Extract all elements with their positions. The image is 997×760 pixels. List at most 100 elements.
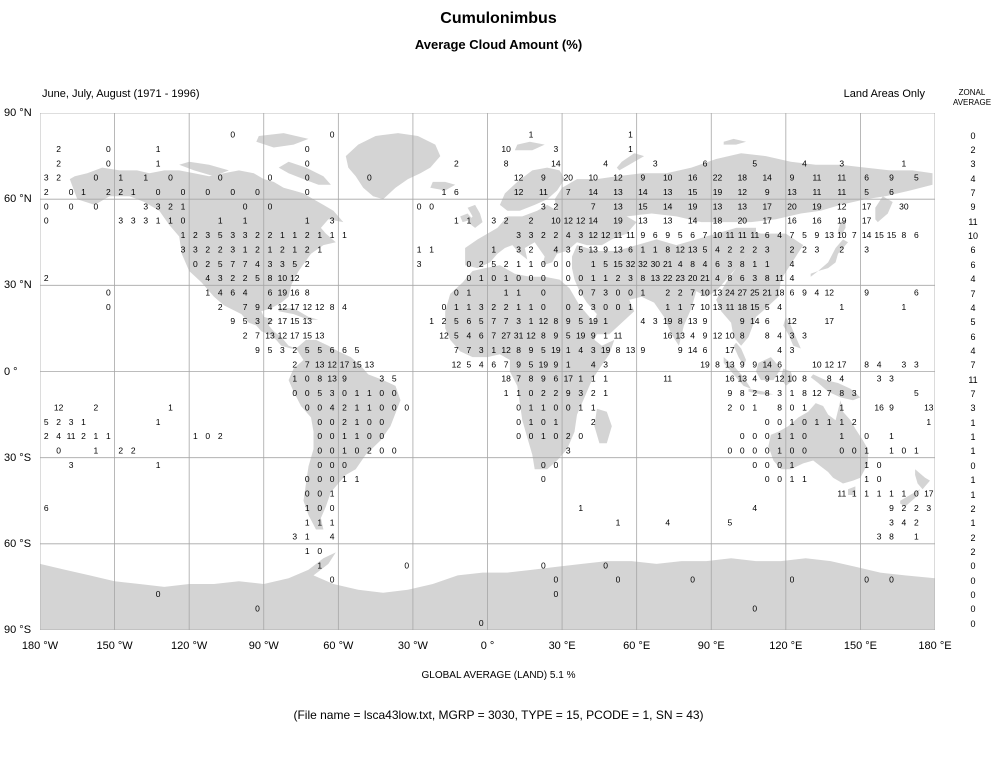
map-value: 3 [230, 244, 235, 254]
map-value: 12 [812, 388, 822, 398]
map-value: 12 [54, 402, 64, 412]
map-value: 4 [777, 230, 782, 240]
map-value: 2 [280, 244, 285, 254]
map-value: 0 [541, 417, 546, 427]
map-value: 12 [539, 316, 549, 326]
zonal-average-value: 6 [970, 331, 976, 342]
map-value: 0 [330, 130, 335, 140]
zonal-average-value: 4 [970, 345, 976, 356]
map-value: 7 [690, 288, 695, 298]
map-value: 2 [554, 201, 559, 211]
map-value: 13 [924, 402, 934, 412]
map-value: 0 [69, 187, 74, 197]
map-value: 7 [255, 331, 260, 341]
map-value: 0 [305, 144, 310, 154]
map-value: 0 [317, 402, 322, 412]
map-value: 17 [924, 489, 934, 499]
map-value: 8 [678, 316, 683, 326]
lon-tick-label: 150 °W [96, 640, 133, 652]
map-value: 1 [243, 216, 248, 226]
zonal-average-value: 6 [970, 259, 976, 270]
map-value: 4 [330, 402, 335, 412]
map-value: 1 [529, 302, 534, 312]
map-value: 6 [628, 244, 633, 254]
map-value: 0 [342, 388, 347, 398]
map-value: 4 [715, 273, 720, 283]
land-mass [875, 196, 893, 223]
map-value: 0 [330, 460, 335, 470]
map-value: 1 [429, 244, 434, 254]
map-value: 3 [815, 244, 820, 254]
map-value: 16 [725, 374, 735, 384]
map-value: 0 [777, 417, 782, 427]
map-value: 6 [740, 273, 745, 283]
map-value: 13 [713, 288, 723, 298]
map-value: 2 [852, 417, 857, 427]
map-value: 14 [862, 230, 872, 240]
map-value: 1 [591, 273, 596, 283]
map-value: 1 [566, 345, 571, 355]
map-value: 2 [914, 503, 919, 513]
map-value: 2 [56, 144, 61, 154]
map-value: 2 [591, 388, 596, 398]
map-value: 0 [914, 489, 919, 499]
map-value: 0 [379, 417, 384, 427]
map-value: 0 [168, 173, 173, 183]
map-value: 19 [700, 359, 710, 369]
map-value: 0 [516, 402, 521, 412]
map-value: 11 [738, 230, 747, 240]
map-value: 12 [501, 345, 511, 355]
map-value: 13 [688, 244, 698, 254]
map-value: 12 [303, 302, 313, 312]
map-value: 0 [317, 431, 322, 441]
map-value: 0 [44, 201, 49, 211]
map-value: 4 [467, 331, 472, 341]
land-mass [278, 161, 331, 185]
zonal-average-value: 1 [970, 432, 976, 443]
map-value: 7 [230, 259, 235, 269]
map-value: 1 [641, 288, 646, 298]
lon-tick-label: 60 °E [623, 640, 651, 652]
map-value: 1 [367, 402, 372, 412]
map-value: 12 [601, 230, 611, 240]
map-value: 2 [56, 158, 61, 168]
map-value: 0 [554, 589, 559, 599]
map-value: 19 [576, 331, 586, 341]
map-value: 5 [317, 388, 322, 398]
map-value: 1 [914, 446, 919, 456]
map-value: 12 [738, 187, 748, 197]
map-value: 9 [752, 359, 757, 369]
map-value: 12 [315, 302, 325, 312]
map-value: 1 [342, 431, 347, 441]
map-value: 0 [317, 546, 322, 556]
map-value: 1 [243, 244, 248, 254]
map-value: 0 [442, 302, 447, 312]
map-value: 2 [255, 244, 260, 254]
map-value: 0 [628, 288, 633, 298]
map-value: 3 [839, 158, 844, 168]
map-value: 1 [156, 417, 161, 427]
map-value: 0 [205, 187, 210, 197]
map-value: 12 [278, 331, 288, 341]
map-value: 1 [305, 216, 310, 226]
map-value: 1 [467, 288, 472, 298]
map-value: 1 [355, 431, 360, 441]
land-mass [467, 204, 483, 228]
map-value: 11 [539, 187, 548, 197]
map-value: 9 [230, 316, 235, 326]
map-value: 2 [255, 230, 260, 240]
map-value: 7 [305, 359, 310, 369]
map-value: 1 [491, 244, 496, 254]
map-value: 1 [292, 244, 297, 254]
map-value: 0 [603, 302, 608, 312]
map-value: 2 [504, 216, 509, 226]
map-value: 5 [292, 259, 297, 269]
map-value: 3 [516, 316, 521, 326]
map-value: 7 [591, 201, 596, 211]
map-value: 1 [790, 431, 795, 441]
map-value: 9 [740, 359, 745, 369]
map-value: 8 [728, 273, 733, 283]
map-value: 6 [889, 187, 894, 197]
map-value: 4 [268, 302, 273, 312]
map-value: 1 [181, 201, 186, 211]
